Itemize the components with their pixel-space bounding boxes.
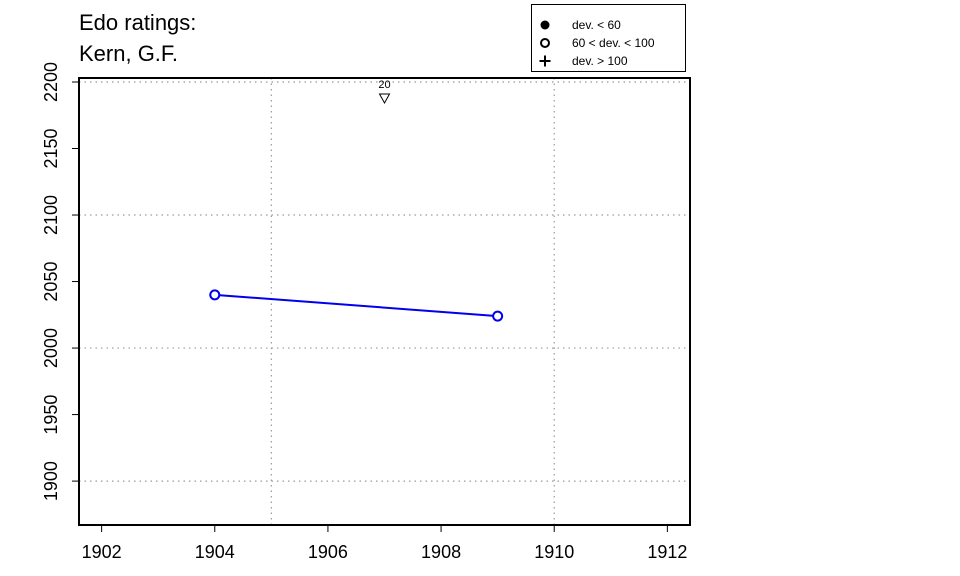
- legend: dev. < 60 60 < dev. < 100 dev. > 100: [531, 4, 686, 72]
- annotation-label: 20: [378, 79, 390, 91]
- y-tick-label: 2050: [41, 262, 61, 302]
- x-tick-label: 1906: [308, 542, 348, 562]
- x-tick-label: 1908: [421, 542, 461, 562]
- y-tick-label: 2150: [41, 128, 61, 168]
- plus-icon: [532, 55, 558, 67]
- chart-title-line2: Kern, G.F.: [79, 41, 179, 66]
- legend-item-dev-lt-60: dev. < 60: [532, 17, 621, 33]
- legend-item-dev-gt-100: dev. > 100: [532, 53, 628, 69]
- legend-label: 60 < dev. < 100: [572, 36, 655, 50]
- filled-circle-icon: [532, 19, 558, 31]
- x-tick-label: 1912: [647, 542, 687, 562]
- data-point: [492, 310, 504, 322]
- y-tick-label: 2200: [41, 62, 61, 102]
- legend-label: dev. > 100: [572, 54, 628, 68]
- y-tick-label: 1950: [41, 395, 61, 435]
- chart-title-line1: Edo ratings:: [79, 10, 197, 35]
- legend-label: dev. < 60: [572, 18, 621, 32]
- legend-item-dev-60-100: 60 < dev. < 100: [532, 35, 655, 51]
- series-line: [214, 293, 498, 318]
- plot-frame: [78, 77, 691, 526]
- data-point: [209, 289, 221, 301]
- x-tick-label: 1902: [82, 542, 122, 562]
- x-tick-label: 1904: [195, 542, 235, 562]
- y-tick-label: 2100: [41, 195, 61, 235]
- triangle-down-marker: [378, 93, 391, 104]
- y-tick-label: 2000: [41, 328, 61, 368]
- open-circle-icon: [532, 37, 558, 49]
- y-tick-label: 1900: [41, 461, 61, 501]
- x-tick-label: 1910: [534, 542, 574, 562]
